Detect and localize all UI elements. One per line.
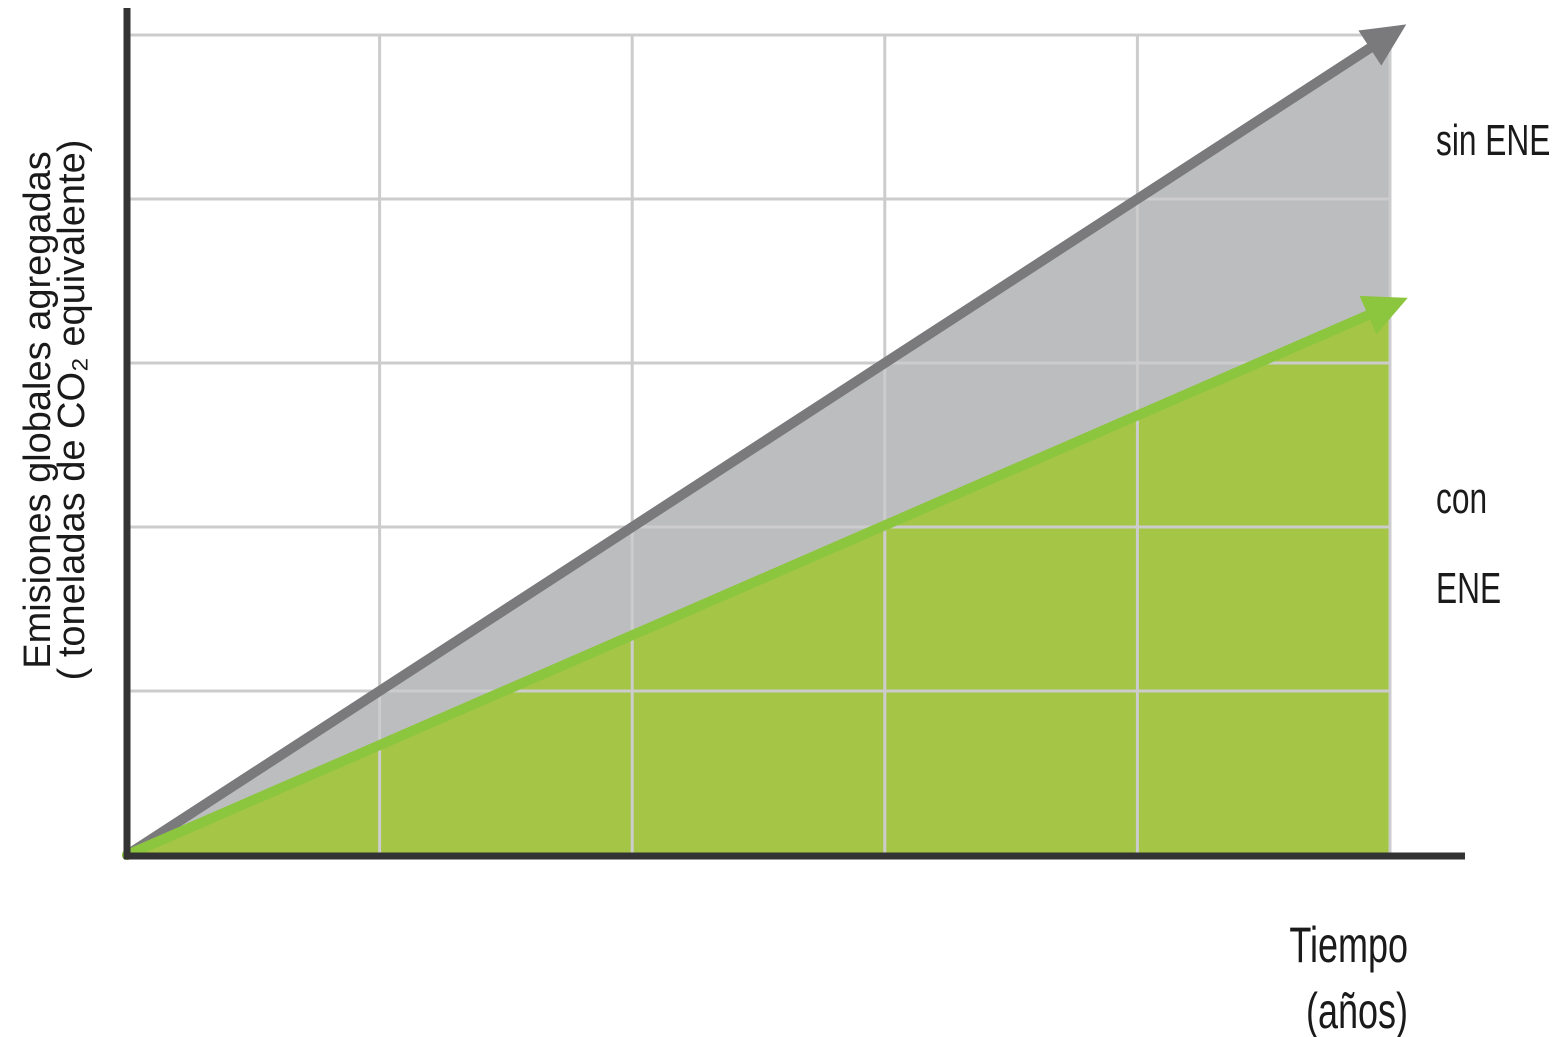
y-axis-label-line-1: Emisiones globales agregadas	[17, 151, 59, 669]
label-con-ene-line-2: ENE	[1436, 564, 1501, 613]
labels: sin ENE con ENE Tiempo (años) Emisiones globa…	[17, 116, 1550, 1037]
label-con-ene-line-1: con	[1436, 474, 1487, 523]
axes	[123, 8, 1465, 860]
x-axis-label-line-2: (años)	[1306, 984, 1408, 1037]
y-axis-label-line-2: ( toneladas de CO₂ equivalente)	[51, 140, 93, 681]
series-line-sin-ene	[122, 43, 1375, 860]
x-axis-label-line-1: Tiempo	[1289, 918, 1408, 973]
series-arrowhead-con-ene	[1359, 295, 1408, 335]
gridlines	[127, 33, 1392, 855]
series-line-con-ene	[122, 310, 1373, 860]
series-lines	[122, 24, 1408, 860]
label-sin-ene-line-1: sin ENE	[1436, 116, 1550, 165]
series-arrowhead-sin-ene	[1358, 24, 1407, 66]
